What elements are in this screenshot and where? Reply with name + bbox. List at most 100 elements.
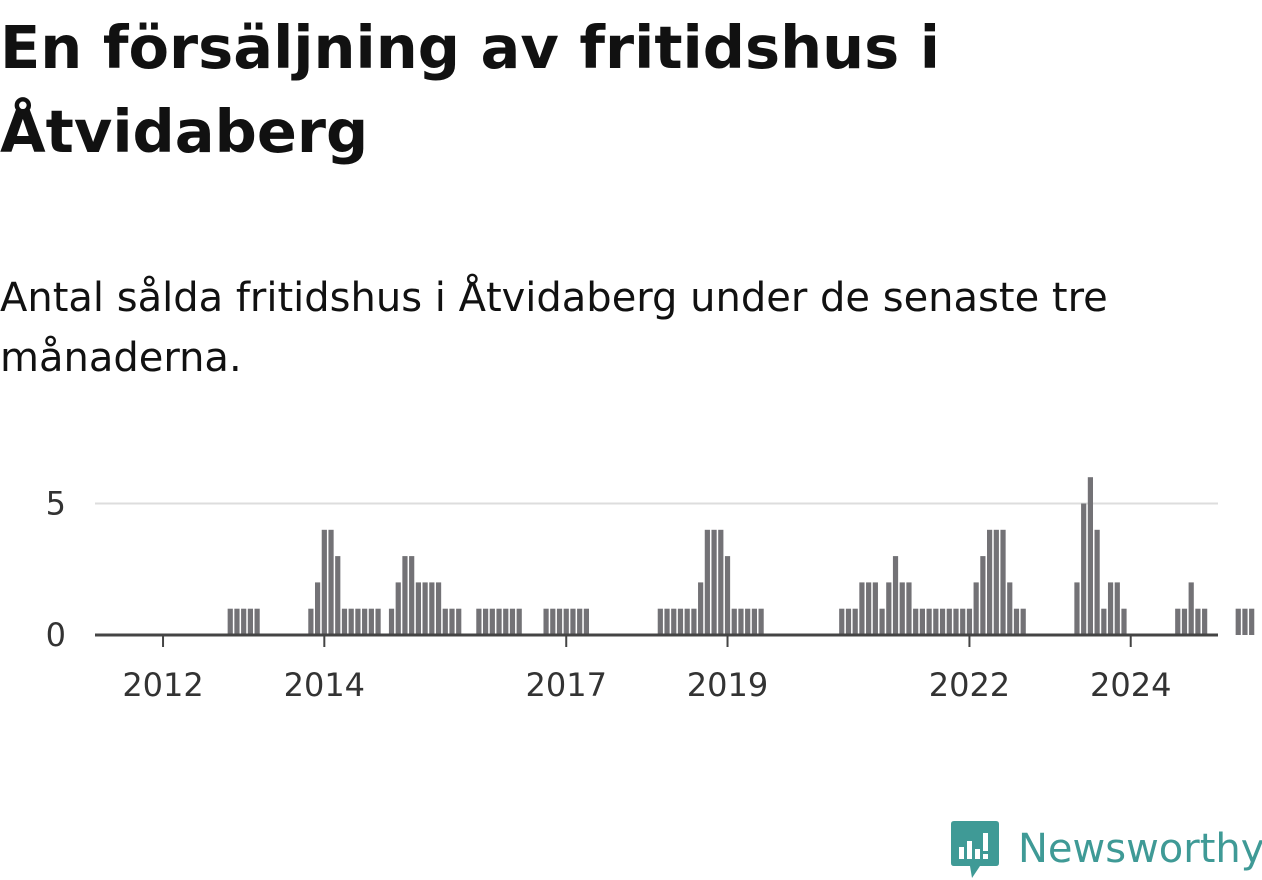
bar [315,582,321,635]
bar [577,608,583,635]
bar [388,608,395,635]
bar [960,608,966,635]
bar [1094,529,1100,635]
bar [234,608,240,635]
bar [368,608,374,635]
bar [731,608,737,635]
bar [966,608,973,635]
bar [906,582,912,635]
bar [872,582,878,635]
bar [691,608,697,635]
bar [886,582,892,635]
bar [724,556,731,635]
bar [1007,582,1013,635]
bar [1242,608,1248,635]
bar [247,608,253,635]
bar [483,608,489,635]
bar [946,608,952,635]
bar [362,608,368,635]
bar [375,608,381,635]
bar [1121,608,1127,635]
bar [718,529,724,635]
x-tick-label-2024: 2024 [1090,666,1171,704]
bar [677,608,684,635]
bar [456,608,462,635]
bar [980,556,986,635]
bar [496,608,502,635]
bar [1013,608,1020,635]
bar [489,608,495,635]
bar [435,582,442,635]
x-tick-label-2019: 2019 [687,666,768,704]
bar [704,529,710,635]
bar [866,582,872,635]
x-tick-label-2022: 2022 [929,666,1010,704]
bar [1235,608,1241,635]
x-tick-label-2012: 2012 [122,666,203,704]
bar [254,608,260,635]
bar [671,608,677,635]
bar [395,582,401,635]
bar [422,582,428,635]
bar [919,608,925,635]
newsworthy-logo[interactable]: Newsworthy [950,818,1262,880]
bar [1020,608,1026,635]
bar [341,608,348,635]
bar [987,529,993,635]
bar [664,608,670,635]
bar [442,608,448,635]
bar [355,608,361,635]
bar [758,608,764,635]
bar [409,556,415,635]
bar [570,608,576,635]
bar [476,608,482,635]
bar [1202,608,1208,635]
bar [241,608,247,635]
bar [563,608,569,635]
bar [1195,608,1201,635]
bar [503,608,509,635]
newsworthy-chart-bubble-icon [951,821,999,878]
bar [913,608,919,635]
bar [953,608,959,635]
bar [1107,582,1114,635]
chart-subtitle: Antal sålda fritidshus i Åtvidaberg unde… [0,275,1108,381]
bar [449,608,455,635]
bar [698,582,704,635]
bar [328,529,334,635]
newsworthy-logo-text: Newsworthy [1018,826,1262,872]
bar [973,582,979,635]
x-tick-label-2014: 2014 [284,666,365,704]
bar [429,582,435,635]
bar [1081,503,1087,635]
y-tick-label-5: 5 [46,485,66,523]
bar [684,608,690,635]
bar [1101,608,1107,635]
bar [1087,477,1093,635]
bar [1000,529,1006,635]
bar [335,556,341,635]
bar [933,608,939,635]
bar [839,608,845,635]
bar [509,608,516,635]
bar [859,582,865,635]
bar [415,582,421,635]
bar [1188,582,1194,635]
bar-chart: 051201220142017201920222024 [46,477,1255,704]
bar [926,608,932,635]
bar [738,608,744,635]
bar [939,608,946,635]
bar [1114,582,1120,635]
bar [516,608,522,635]
bar [556,608,563,635]
bar [711,529,717,635]
x-tick-label-2017: 2017 [526,666,607,704]
bar [543,608,549,635]
bar [745,608,751,635]
bar [879,608,885,635]
bar [845,608,852,635]
bar [892,556,899,635]
bar [348,608,354,635]
bar [1074,582,1080,635]
bar [1175,608,1181,635]
